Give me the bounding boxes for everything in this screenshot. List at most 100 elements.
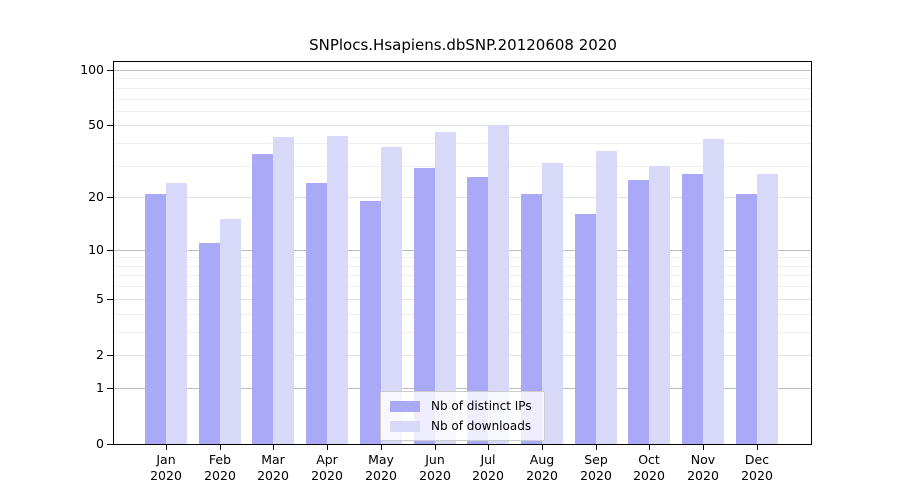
y-tick-label-5: 5 [96, 291, 104, 306]
y-tick-2 [107, 355, 113, 356]
gridline-5 [114, 299, 811, 300]
x-label-year: 2020 [365, 468, 397, 483]
x-tick-feb [220, 445, 221, 450]
legend-label-distinct-ips: Nb of distinct IPs [431, 399, 532, 413]
x-label-month: Feb [208, 452, 232, 467]
legend: Nb of distinct IPs Nb of downloads [380, 391, 545, 441]
x-tick-aug [542, 445, 543, 450]
bar-nov-ips [682, 174, 703, 444]
x-label-month: Oct [638, 452, 660, 467]
y-tick-label-20: 20 [88, 189, 104, 204]
gridline-80 [114, 88, 811, 89]
gridline-4 [114, 314, 811, 315]
legend-item-downloads: Nb of downloads [390, 419, 532, 433]
x-tick-mar [273, 445, 274, 450]
bar-jul-downloads [488, 125, 510, 444]
bar-oct-ips [628, 180, 650, 444]
gridline-1 [114, 388, 811, 389]
legend-item-distinct-ips: Nb of distinct IPs [390, 399, 532, 413]
x-tick-label-jun: Jun 2020 [408, 452, 462, 484]
gridline-10 [114, 250, 811, 251]
y-tick-10 [107, 250, 113, 251]
x-label-month: Aug [529, 452, 555, 467]
x-tick-jun [435, 445, 436, 450]
x-tick-label-mar: Mar 2020 [246, 452, 300, 484]
plot-area: Nb of distinct IPs Nb of downloads [113, 61, 812, 445]
x-label-month: Mar [261, 452, 285, 467]
x-label-year: 2020 [257, 468, 289, 483]
x-label-month: May [368, 452, 394, 467]
bar-may-ips [359, 201, 381, 444]
x-tick-label-nov: Nov 2020 [676, 452, 730, 484]
x-label-year: 2020 [419, 468, 451, 483]
bar-jan-ips [145, 194, 166, 444]
bar-sep-downloads [595, 151, 617, 444]
bar-apr-downloads [327, 136, 349, 444]
y-tick-label-50: 50 [88, 117, 104, 132]
x-label-year: 2020 [204, 468, 236, 483]
legend-swatch-distinct-ips [390, 400, 420, 412]
gridline-20 [114, 197, 811, 198]
bar-mar-downloads [273, 137, 295, 444]
gridline-50 [114, 125, 811, 126]
x-label-month: Nov [690, 452, 716, 467]
x-tick-sep [596, 445, 597, 450]
x-label-month: Jan [156, 452, 176, 467]
bar-aug-ips [520, 194, 542, 444]
bar-mar-ips [252, 154, 274, 444]
x-tick-oct [649, 445, 650, 450]
x-tick-apr [327, 445, 328, 450]
x-tick-label-aug: Aug 2020 [515, 452, 569, 484]
x-tick-label-dec: Dec 2020 [730, 452, 784, 484]
bar-may-downloads [380, 147, 402, 444]
x-label-year: 2020 [150, 468, 182, 483]
x-tick-may [381, 445, 382, 450]
x-label-month: Sep [584, 452, 608, 467]
bar-feb-downloads [219, 219, 241, 444]
y-tick-label-2: 2 [96, 347, 104, 362]
y-tick-label-10: 10 [88, 242, 104, 257]
x-label-year: 2020 [741, 468, 773, 483]
x-tick-label-apr: Apr 2020 [300, 452, 354, 484]
gridline-70 [114, 99, 811, 100]
gridline-8 [114, 266, 811, 267]
x-label-month: Apr [316, 452, 338, 467]
y-tick-5 [107, 299, 113, 300]
y-tick-label-100: 100 [80, 62, 104, 77]
bar-sep-ips [574, 214, 596, 444]
bar-jul-ips [467, 177, 489, 444]
x-tick-label-jul: Jul 2020 [461, 452, 515, 484]
y-tick-20 [107, 197, 113, 198]
gridline-9 [114, 257, 811, 258]
gridline-7 [114, 275, 811, 276]
x-label-year: 2020 [526, 468, 558, 483]
chart-title: SNPlocs.Hsapiens.dbSNP.20120608 2020 [309, 36, 617, 54]
x-label-year: 2020 [580, 468, 612, 483]
gridline-2 [114, 355, 811, 356]
y-tick-0 [107, 444, 113, 445]
x-label-year: 2020 [311, 468, 343, 483]
x-tick-nov [703, 445, 704, 450]
x-label-year: 2020 [687, 468, 719, 483]
gridline-3 [114, 332, 811, 333]
bar-aug-downloads [541, 163, 563, 444]
y-tick-label-1: 1 [96, 380, 104, 395]
x-label-month: Jul [480, 452, 496, 467]
bar-dec-ips [735, 194, 757, 444]
x-tick-label-may: May 2020 [354, 452, 408, 484]
gridline-100 [114, 70, 811, 71]
y-tick-1 [107, 388, 113, 389]
gridline-60 [114, 111, 811, 112]
gridline-40 [114, 143, 811, 144]
y-tick-100 [107, 70, 113, 71]
x-label-month: Jun [425, 452, 445, 467]
x-tick-label-oct: Oct 2020 [622, 452, 676, 484]
x-tick-label-feb: Feb 2020 [193, 452, 247, 484]
y-tick-50 [107, 125, 113, 126]
bar-jun-ips [413, 168, 435, 444]
bar-oct-downloads [649, 166, 671, 444]
bar-jun-downloads [434, 132, 456, 444]
bar-jan-downloads [166, 183, 187, 444]
gridline-6 [114, 286, 811, 287]
legend-swatch-downloads [390, 420, 420, 432]
